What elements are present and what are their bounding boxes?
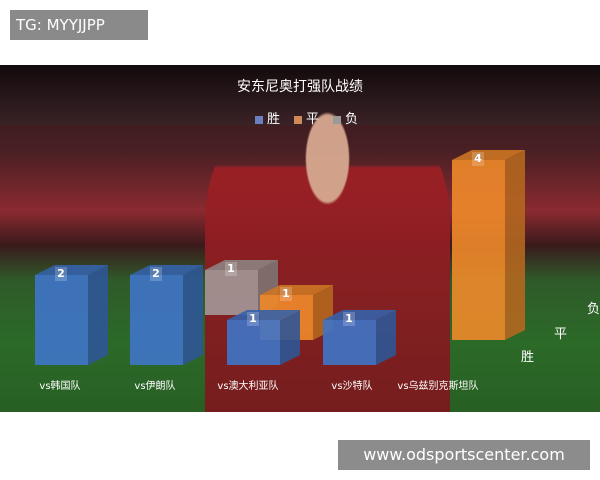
watermark: www.odsportscenter.com xyxy=(338,440,590,470)
legend-item-loss: 负 xyxy=(333,108,358,127)
bar-value-label: 4 xyxy=(472,152,484,166)
bar-value-label: 1 xyxy=(343,312,355,326)
category-label: vs沙特队 xyxy=(331,381,373,392)
bar-value-label: 1 xyxy=(225,262,237,276)
bar xyxy=(35,275,88,365)
legend-swatch xyxy=(333,115,342,124)
bar-value-label: 2 xyxy=(150,267,162,281)
legend-item-win: 胜 xyxy=(255,108,280,127)
depth-label-win: 胜 xyxy=(521,350,535,365)
bar-value-label: 2 xyxy=(55,267,67,281)
legend-item-draw: 平 xyxy=(294,108,319,127)
category-label: vs乌兹别克斯坦队 xyxy=(397,381,479,392)
bar-side xyxy=(88,265,108,365)
category-label: vs澳大利亚队 xyxy=(217,381,279,392)
legend-label: 胜 xyxy=(267,112,281,127)
bar-side xyxy=(183,265,203,365)
category-label: vs韩国队 xyxy=(39,381,81,392)
category-label: vs伊朗队 xyxy=(134,381,176,392)
legend: 胜 平 负 xyxy=(255,108,358,127)
legend-swatch xyxy=(255,115,263,124)
tag-label: TG: MYYJJPP xyxy=(10,10,148,40)
legend-label: 平 xyxy=(306,112,320,127)
bar xyxy=(205,270,258,315)
bar-value-label: 1 xyxy=(280,287,292,301)
chart-title: 安东尼奥打强队战绩 xyxy=(237,79,363,95)
depth-label-loss: 负 xyxy=(587,302,600,317)
bar xyxy=(227,320,280,365)
legend-swatch xyxy=(294,115,303,124)
bar-value-label: 1 xyxy=(247,312,259,326)
bar xyxy=(130,275,183,365)
bar xyxy=(452,160,505,340)
depth-label-draw: 平 xyxy=(554,327,568,342)
bar xyxy=(323,320,376,365)
legend-label: 负 xyxy=(345,112,359,127)
bar-side xyxy=(505,150,525,340)
